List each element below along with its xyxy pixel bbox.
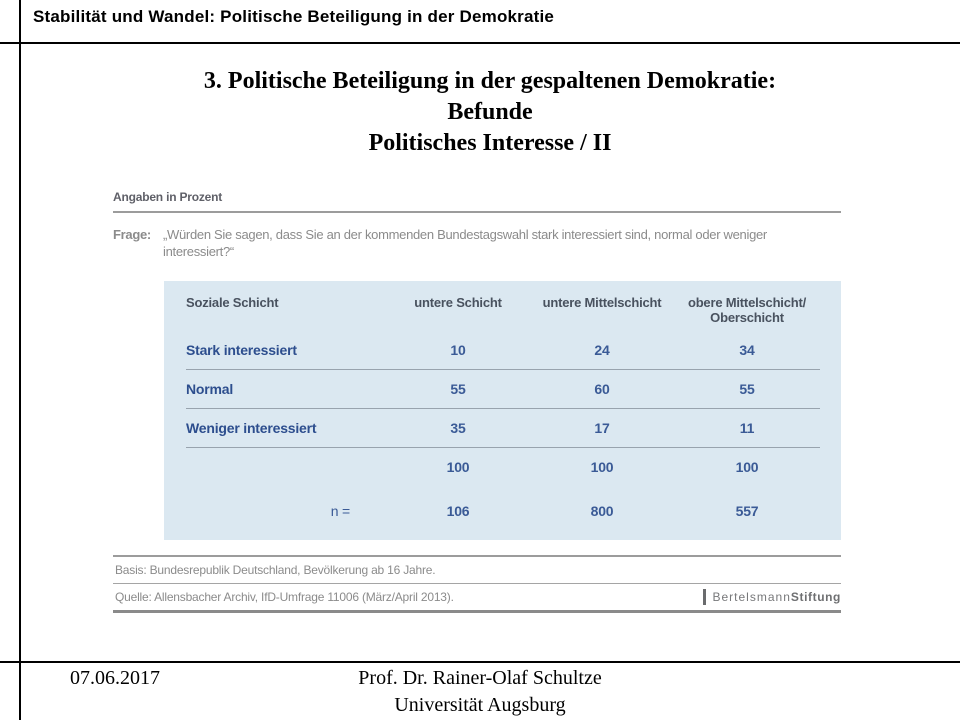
cell-value: 55 <box>739 381 755 397</box>
left-border-line <box>19 0 21 720</box>
units-divider-line <box>113 211 841 213</box>
table-row-normal: Normal 55 60 55 <box>186 370 820 409</box>
units-note: Angaben in Prozent <box>113 190 223 204</box>
cell-value: 24 <box>594 342 610 358</box>
question-text: „Würden Sie sagen, dass Sie an der komme… <box>163 227 767 259</box>
logo-text-regular: Bertelsmann <box>712 590 791 604</box>
table-row-stark-interessiert: Stark interessiert 10 24 34 <box>186 331 820 370</box>
footer-divider-line <box>0 661 960 663</box>
footer-credits: Prof. Dr. Rainer-Olaf Schultze Universit… <box>20 665 940 719</box>
row-label: Normal <box>186 381 234 397</box>
source-note: Quelle: Allensbacher Archiv, IfD-Umfrage… <box>115 589 454 604</box>
survey-figure: Angaben in Prozent Frage: „Würden Sie sa… <box>113 190 841 613</box>
cell-value: 34 <box>739 342 755 358</box>
cell-value: 800 <box>590 503 614 519</box>
cell-value: 11 <box>739 420 755 436</box>
slide-title: 3. Politische Beteiligung in der gespalt… <box>20 66 960 159</box>
col-header-untere-mittelschicht: untere Mittelschicht <box>542 295 662 310</box>
slide-title-line-3: Politisches Interesse / II <box>368 130 612 156</box>
cell-value: 557 <box>735 503 759 519</box>
logo-text-bold: Stiftung <box>790 590 841 604</box>
table-row-totals: 100 100 100 <box>186 448 820 486</box>
cell-value: 17 <box>594 420 610 436</box>
basis-divider-line <box>113 555 841 557</box>
footer-author: Prof. Dr. Rainer-Olaf Schultze <box>358 667 602 689</box>
cell-value: 35 <box>450 420 466 436</box>
header-divider-line <box>0 42 960 44</box>
figure-bottom-line <box>113 610 841 613</box>
footer-date: 07.06.2017 <box>70 667 160 689</box>
row-label-n: n = <box>330 503 350 519</box>
bertelsmann-stiftung-logo: Bertelsmann Stiftung <box>702 589 842 605</box>
header-title: Stabilität und Wandel: Politische Beteil… <box>33 7 555 26</box>
cell-value: 60 <box>594 381 610 397</box>
basis-note: Basis: Bundesrepublik Deutschland, Bevöl… <box>115 563 436 577</box>
table-row-sample-size: n = 106 800 557 <box>186 490 820 532</box>
cell-value: 55 <box>450 381 466 397</box>
source-row: Quelle: Allensbacher Archiv, IfD-Umfrage… <box>113 584 841 610</box>
row-label: Weniger interessiert <box>186 420 317 436</box>
col-header-obere-mittelschicht: obere Mittelschicht/ Oberschicht <box>687 295 807 325</box>
cell-value: 100 <box>735 459 759 475</box>
table-row-weniger-interessiert: Weniger interessiert 35 17 11 <box>186 409 820 448</box>
footer-institution: Universität Augsburg <box>394 694 566 716</box>
slide-title-line-2: Befunde <box>447 99 533 125</box>
survey-question: Frage: „Würden Sie sagen, dass Sie an de… <box>113 226 841 260</box>
cell-value: 100 <box>446 459 470 475</box>
logo-bar-icon <box>702 589 706 605</box>
question-label: Frage: <box>113 227 151 242</box>
col-header-soziale-schicht: Soziale Schicht <box>186 295 279 310</box>
cell-value: 100 <box>590 459 614 475</box>
source-divider-line <box>113 583 841 584</box>
data-table: Soziale Schicht untere Schicht untere Mi… <box>164 281 841 540</box>
table-header-row: Soziale Schicht untere Schicht untere Mi… <box>186 289 820 331</box>
row-label: Stark interessiert <box>186 342 297 358</box>
slide-title-line-1: 3. Politische Beteiligung in der gespalt… <box>203 68 777 94</box>
cell-value: 106 <box>446 503 470 519</box>
col-header-untere-schicht: untere Schicht <box>414 295 502 310</box>
cell-value: 10 <box>450 342 466 358</box>
